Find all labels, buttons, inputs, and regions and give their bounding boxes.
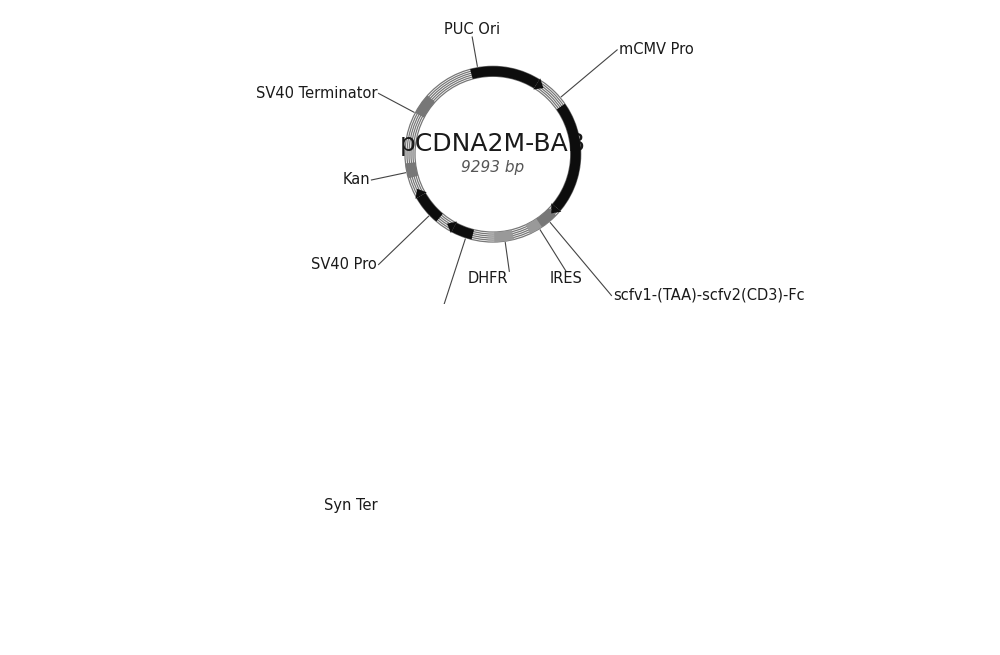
Polygon shape <box>405 162 418 178</box>
Polygon shape <box>470 66 539 88</box>
Text: mCMV Pro: mCMV Pro <box>619 43 693 58</box>
Polygon shape <box>452 223 474 240</box>
Polygon shape <box>494 230 514 242</box>
Polygon shape <box>536 208 556 227</box>
Text: SV40 Pro: SV40 Pro <box>311 257 377 272</box>
Text: pCDNA2M-BAB: pCDNA2M-BAB <box>400 132 586 156</box>
Polygon shape <box>417 193 443 221</box>
Text: PUC Ori: PUC Ori <box>444 22 500 37</box>
Polygon shape <box>526 214 549 234</box>
Polygon shape <box>447 221 457 233</box>
Polygon shape <box>415 189 427 199</box>
Polygon shape <box>551 203 561 214</box>
Text: IRES: IRES <box>550 271 582 286</box>
Text: Syn Ter: Syn Ter <box>324 498 377 514</box>
Text: scfv1-(TAA)-scfv2(CD3)-Fc: scfv1-(TAA)-scfv2(CD3)-Fc <box>613 288 804 303</box>
Polygon shape <box>533 79 543 90</box>
Polygon shape <box>553 103 581 211</box>
Text: DHFR: DHFR <box>467 271 508 286</box>
Text: Kan: Kan <box>342 172 370 187</box>
Text: 9293 bp: 9293 bp <box>461 160 524 174</box>
Polygon shape <box>415 96 435 118</box>
Text: SV40 Terminator: SV40 Terminator <box>256 86 377 101</box>
